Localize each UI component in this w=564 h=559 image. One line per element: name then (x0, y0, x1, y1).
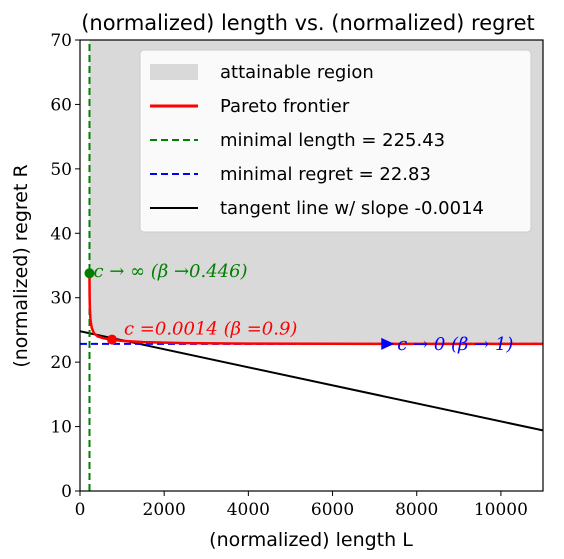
y-tick-label: 10 (50, 418, 72, 438)
legend-label: tangent line w/ slope -0.0014 (220, 198, 484, 219)
point-c-infinity (84, 268, 95, 279)
x-tick-label: 8000 (395, 500, 438, 520)
legend-box (139, 49, 532, 233)
tangent-line (80, 330, 543, 432)
y-tick-label: 30 (50, 289, 72, 309)
legend-label: minimal length = 225.43 (220, 130, 445, 151)
x-tick-label: 0 (75, 500, 86, 520)
axes: 0 2000 4000 6000 8000 10000 0 10 20 30 40 50 60 70 (50, 31, 544, 520)
y-tick-label: 70 (50, 31, 72, 51)
legend-label: attainable region (220, 62, 374, 83)
plot-frame (79, 39, 544, 492)
legend-swatch-patch (150, 64, 198, 80)
x-tick-label: 2000 (143, 500, 186, 520)
legend-label: Pareto frontier (220, 96, 350, 117)
y-tick-label: 20 (50, 353, 72, 373)
y-tick-label: 50 (50, 160, 72, 180)
y-axis-label: (normalized) regret R (10, 164, 32, 367)
legend: attainable region Pareto frontier minimal … (139, 49, 532, 233)
x-tick-label: 10000 (474, 500, 528, 520)
annotation-c-tangent: c =0.0014 (β =0.9) (124, 319, 297, 340)
x-tick-label: 4000 (227, 500, 270, 520)
annotation-c-zero: c → 0 (β → 1) (397, 334, 513, 355)
y-tick-label: 0 (61, 482, 72, 502)
point-c-zero-arrow (381, 337, 395, 350)
chart-title: (normalized) length vs. (normalized) reg… (81, 11, 535, 35)
x-axis-label: (normalized) length L (209, 529, 413, 551)
x-tick-label: 6000 (311, 500, 354, 520)
y-tick-label: 60 (50, 95, 72, 115)
point-c-tangent (106, 334, 117, 345)
legend-label: minimal regret = 22.83 (220, 164, 431, 185)
y-tick-label: 40 (50, 224, 72, 244)
annotation-c-infinity: c → ∞ (β →0.446) (93, 261, 247, 282)
